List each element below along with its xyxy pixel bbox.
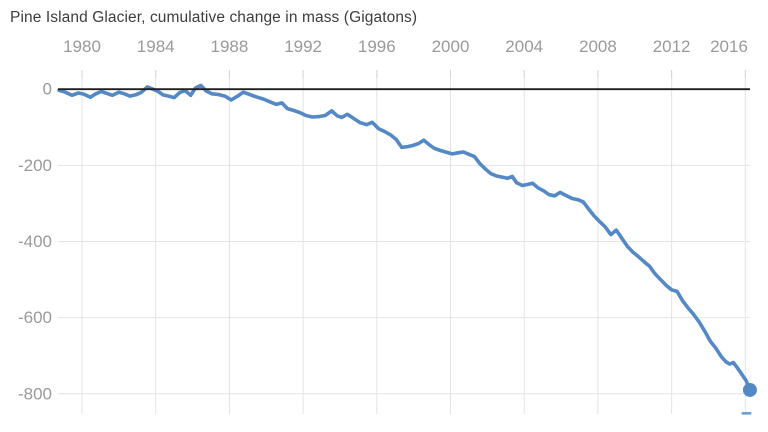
chart-title: Pine Island Glacier, cumulative change i… xyxy=(10,9,418,26)
y-tick-label: -800 xyxy=(18,384,52,403)
y-tick-label: -400 xyxy=(18,232,52,251)
x-tick-label: 2000 xyxy=(432,37,470,56)
y-tick-label: 0 xyxy=(43,80,52,99)
y-tick-label: -200 xyxy=(18,156,52,175)
endpoint-dot xyxy=(742,382,757,397)
end-dash xyxy=(741,412,752,415)
data-line xyxy=(57,83,752,392)
x-tick-label: 2004 xyxy=(505,37,543,56)
x-tick-label: 2012 xyxy=(653,37,691,56)
x-tick-label: 2016 xyxy=(710,37,748,56)
x-tick-label: 1984 xyxy=(137,37,175,56)
x-tick-label: 1980 xyxy=(63,37,101,56)
x-tick-label: 1988 xyxy=(210,37,248,56)
y-tick-label: -600 xyxy=(18,308,52,327)
x-tick-label: 1996 xyxy=(358,37,396,56)
x-tick-label: 1992 xyxy=(284,37,322,56)
x-tick-label: 2008 xyxy=(579,37,617,56)
